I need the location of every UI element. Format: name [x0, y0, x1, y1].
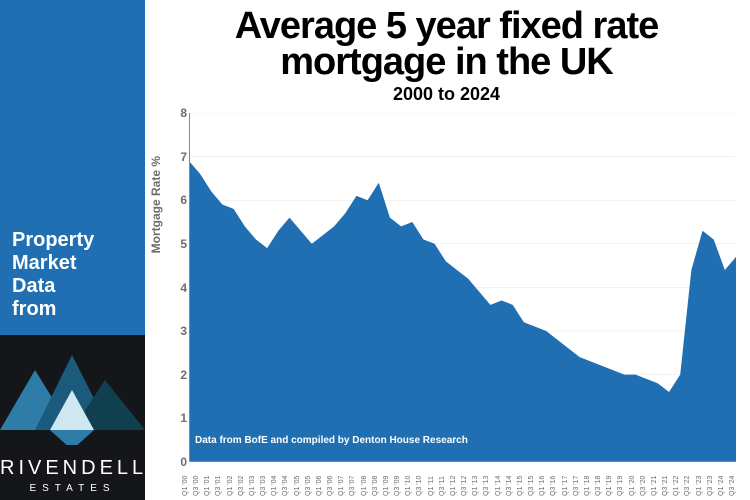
- x-tick-label: Q3 '10: [416, 476, 423, 496]
- y-tick-label: 6: [180, 193, 187, 207]
- x-tick-label: Q3 '11: [439, 476, 446, 496]
- x-tick-label: Q3 '09: [394, 476, 401, 496]
- x-tick-label: Q3 '24: [729, 476, 736, 496]
- x-tick-label: Q3 '19: [617, 476, 624, 496]
- y-tick-label: 0: [180, 455, 187, 469]
- x-tick-label: Q1 '02: [227, 476, 234, 496]
- x-tick-label: Q3 '08: [372, 476, 379, 496]
- x-tick-label: Q1 '09: [383, 476, 390, 496]
- x-tick-label: Q3 '02: [238, 476, 245, 496]
- x-tick-label: Q1 '19: [606, 476, 613, 496]
- chart-title: Average 5 year fixed rate mortgage in th…: [153, 8, 740, 80]
- x-tick-label: Q3 '17: [573, 476, 580, 496]
- x-tick-label: Q1 '01: [204, 476, 211, 496]
- y-axis-ticks: 012345678: [171, 113, 187, 462]
- x-tick-label: Q1 '12: [450, 476, 457, 496]
- x-tick-label: Q3 '23: [707, 476, 714, 496]
- y-tick-label: 3: [180, 324, 187, 338]
- sidebar-heading-line: Data: [12, 275, 133, 298]
- area-svg: [189, 113, 736, 462]
- x-tick-label: Q1 '03: [249, 476, 256, 496]
- sidebar-heading: Property Market Data from: [0, 229, 145, 335]
- x-tick-label: Q3 '03: [260, 476, 267, 496]
- x-tick-label: Q3 '21: [662, 476, 669, 496]
- y-tick-label: 8: [180, 106, 187, 120]
- y-tick-label: 4: [180, 281, 187, 295]
- x-tick-label: Q3 '13: [483, 476, 490, 496]
- brand-name: RIVENDELL: [0, 457, 145, 480]
- x-tick-label: Q3 '05: [305, 476, 312, 496]
- x-tick-label: Q1 '18: [584, 476, 591, 496]
- sidebar-heading-line: from: [12, 298, 133, 321]
- plot-area: Data from BofE and compiled by Denton Ho…: [189, 113, 736, 462]
- sidebar-heading-line: Market: [12, 252, 133, 275]
- x-tick-label: Q3 '04: [282, 476, 289, 496]
- y-tick-label: 5: [180, 237, 187, 251]
- x-tick-label: Q1 '17: [562, 476, 569, 496]
- main-panel: Average 5 year fixed rate mortgage in th…: [145, 0, 750, 500]
- chart-subtitle: 2000 to 2024: [153, 84, 740, 105]
- x-tick-label: Q1 '10: [405, 476, 412, 496]
- x-tick-label: Q3 '07: [349, 476, 356, 496]
- mortgage-rate-chart: Mortgage Rate % 012345678 Data from BofE…: [153, 109, 740, 494]
- y-axis-label: Mortgage Rate %: [149, 156, 163, 253]
- x-tick-label: Q3 '16: [550, 476, 557, 496]
- x-tick-label: Q3 '20: [640, 476, 647, 496]
- x-tick-label: Q1 '07: [338, 476, 345, 496]
- x-tick-label: Q1 '15: [517, 476, 524, 496]
- x-tick-label: Q1 '11: [428, 476, 435, 496]
- x-tick-label: Q1 '14: [495, 476, 502, 496]
- x-tick-label: Q1 '04: [271, 476, 278, 496]
- x-tick-label: Q1 '23: [696, 476, 703, 496]
- x-tick-label: Q3 '22: [684, 476, 691, 496]
- x-tick-label: Q1 '05: [294, 476, 301, 496]
- chart-attribution: Data from BofE and compiled by Denton Ho…: [195, 435, 468, 446]
- y-axis-line: [189, 113, 190, 462]
- x-tick-label: Q1 '13: [472, 476, 479, 496]
- x-tick-label: Q1 '20: [629, 476, 636, 496]
- brand-logo: RIVENDELL ESTATES: [0, 335, 145, 500]
- x-tick-label: Q1 '22: [673, 476, 680, 496]
- x-tick-label: Q3 '14: [506, 476, 513, 496]
- mountain-icon: [0, 335, 145, 445]
- x-axis-line: [189, 461, 736, 462]
- sidebar-heading-line: Property: [12, 229, 133, 252]
- y-tick-label: 2: [180, 368, 187, 382]
- x-axis-ticks: Q1 '00Q3 '00Q1 '01Q3 '01Q1 '02Q3 '02Q1 '…: [189, 464, 736, 494]
- brand-subname: ESTATES: [0, 483, 145, 494]
- x-tick-label: Q3 '12: [461, 476, 468, 496]
- x-tick-label: Q3 '15: [528, 476, 535, 496]
- x-tick-label: Q1 '06: [316, 476, 323, 496]
- x-tick-label: Q1 '24: [718, 476, 725, 496]
- sidebar: Property Market Data from RIVENDELL ESTA…: [0, 0, 145, 500]
- x-tick-label: Q3 '06: [327, 476, 334, 496]
- x-tick-label: Q1 '16: [539, 476, 546, 496]
- x-tick-label: Q1 '08: [361, 476, 368, 496]
- y-tick-label: 7: [180, 150, 187, 164]
- x-tick-label: Q1 '00: [182, 476, 189, 496]
- x-tick-label: Q3 '00: [193, 476, 200, 496]
- x-tick-label: Q1 '21: [651, 476, 658, 496]
- y-tick-label: 1: [180, 411, 187, 425]
- x-tick-label: Q3 '18: [595, 476, 602, 496]
- x-tick-label: Q3 '01: [215, 476, 222, 496]
